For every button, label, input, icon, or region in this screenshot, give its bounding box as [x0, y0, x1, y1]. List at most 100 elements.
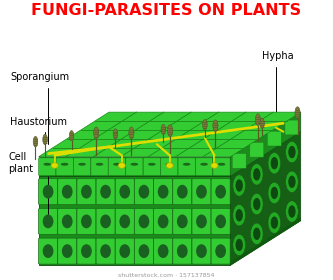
FancyBboxPatch shape — [39, 208, 58, 234]
Ellipse shape — [253, 228, 260, 240]
Ellipse shape — [215, 185, 226, 199]
Ellipse shape — [250, 193, 263, 215]
FancyBboxPatch shape — [39, 238, 58, 264]
Ellipse shape — [253, 198, 260, 210]
Ellipse shape — [218, 163, 225, 166]
FancyBboxPatch shape — [77, 238, 96, 264]
FancyBboxPatch shape — [58, 179, 77, 205]
Ellipse shape — [96, 163, 103, 166]
Ellipse shape — [51, 163, 58, 168]
FancyBboxPatch shape — [115, 238, 134, 264]
Polygon shape — [39, 157, 230, 176]
Ellipse shape — [69, 130, 74, 141]
Ellipse shape — [43, 163, 51, 166]
Ellipse shape — [81, 185, 92, 199]
Polygon shape — [230, 132, 301, 265]
Ellipse shape — [200, 163, 208, 166]
Ellipse shape — [167, 125, 172, 136]
Ellipse shape — [196, 185, 207, 199]
FancyBboxPatch shape — [154, 208, 172, 234]
Ellipse shape — [235, 239, 243, 251]
Ellipse shape — [286, 201, 298, 222]
Ellipse shape — [62, 185, 73, 199]
FancyBboxPatch shape — [108, 158, 126, 176]
FancyBboxPatch shape — [58, 238, 77, 264]
Ellipse shape — [81, 244, 92, 258]
Ellipse shape — [120, 244, 130, 258]
FancyBboxPatch shape — [232, 153, 246, 168]
Ellipse shape — [255, 114, 260, 125]
Ellipse shape — [118, 163, 125, 168]
Ellipse shape — [81, 214, 92, 228]
Ellipse shape — [286, 141, 298, 163]
FancyBboxPatch shape — [192, 208, 211, 234]
Ellipse shape — [78, 163, 86, 166]
Ellipse shape — [139, 214, 149, 228]
Ellipse shape — [177, 244, 187, 258]
Ellipse shape — [268, 153, 281, 174]
Ellipse shape — [286, 171, 298, 192]
Ellipse shape — [288, 205, 296, 218]
Ellipse shape — [139, 244, 149, 258]
Ellipse shape — [202, 120, 207, 130]
FancyBboxPatch shape — [178, 158, 195, 176]
Ellipse shape — [215, 214, 226, 228]
Ellipse shape — [158, 244, 168, 258]
FancyBboxPatch shape — [143, 158, 161, 176]
Polygon shape — [230, 112, 301, 176]
Ellipse shape — [271, 187, 278, 199]
Ellipse shape — [250, 164, 263, 185]
FancyBboxPatch shape — [173, 238, 192, 264]
Ellipse shape — [250, 223, 263, 244]
Ellipse shape — [139, 185, 149, 199]
Ellipse shape — [166, 163, 173, 166]
Text: shutterstock.com · 157137854: shutterstock.com · 157137854 — [118, 273, 215, 278]
Ellipse shape — [177, 185, 187, 199]
Polygon shape — [39, 176, 230, 265]
FancyBboxPatch shape — [39, 179, 58, 205]
Ellipse shape — [295, 107, 300, 118]
Text: Sporangium: Sporangium — [10, 72, 69, 144]
Ellipse shape — [43, 244, 53, 258]
Ellipse shape — [43, 134, 47, 145]
FancyBboxPatch shape — [135, 208, 154, 234]
FancyBboxPatch shape — [192, 179, 211, 205]
Ellipse shape — [235, 209, 243, 221]
Ellipse shape — [129, 127, 134, 139]
Text: Hypha: Hypha — [262, 51, 294, 116]
Ellipse shape — [177, 214, 187, 228]
Ellipse shape — [61, 163, 69, 166]
Ellipse shape — [253, 168, 260, 181]
FancyBboxPatch shape — [115, 179, 134, 205]
Polygon shape — [39, 112, 301, 157]
Ellipse shape — [100, 185, 111, 199]
FancyBboxPatch shape — [154, 179, 172, 205]
Ellipse shape — [271, 216, 278, 229]
FancyBboxPatch shape — [285, 120, 299, 135]
Ellipse shape — [113, 129, 118, 139]
FancyBboxPatch shape — [173, 208, 192, 234]
FancyBboxPatch shape — [91, 158, 108, 176]
FancyBboxPatch shape — [126, 158, 143, 176]
Ellipse shape — [113, 163, 121, 166]
FancyBboxPatch shape — [77, 179, 96, 205]
FancyBboxPatch shape — [115, 208, 134, 234]
FancyBboxPatch shape — [211, 179, 230, 205]
Ellipse shape — [158, 185, 168, 199]
Ellipse shape — [196, 214, 207, 228]
Ellipse shape — [148, 163, 156, 166]
FancyBboxPatch shape — [39, 158, 56, 176]
Ellipse shape — [233, 234, 245, 256]
Ellipse shape — [288, 146, 296, 158]
FancyBboxPatch shape — [154, 238, 172, 264]
Ellipse shape — [62, 214, 73, 228]
Ellipse shape — [33, 136, 38, 147]
Ellipse shape — [260, 118, 264, 129]
FancyBboxPatch shape — [96, 238, 115, 264]
FancyBboxPatch shape — [267, 131, 281, 146]
Ellipse shape — [94, 127, 99, 139]
Ellipse shape — [183, 163, 190, 166]
FancyBboxPatch shape — [195, 158, 213, 176]
FancyBboxPatch shape — [77, 208, 96, 234]
Text: FUNGI-PARASITES ON PLANTS: FUNGI-PARASITES ON PLANTS — [31, 3, 302, 18]
